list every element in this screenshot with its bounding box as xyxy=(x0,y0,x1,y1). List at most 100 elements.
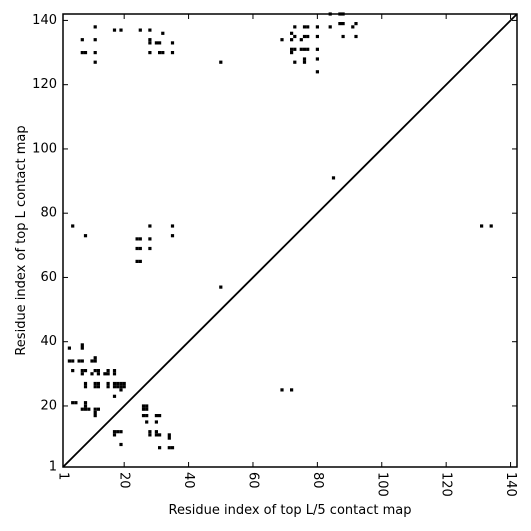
contact-point xyxy=(122,385,126,389)
contact-point xyxy=(293,25,297,29)
contact-point xyxy=(315,34,319,39)
contact-point xyxy=(315,70,319,74)
contact-point xyxy=(341,22,345,26)
contact-point xyxy=(290,388,294,392)
x-tick-label: 80 xyxy=(310,472,325,489)
diagonal-line xyxy=(62,13,518,468)
y-tick-label: 140 xyxy=(32,13,57,28)
contact-point xyxy=(80,51,84,55)
contact-point xyxy=(80,38,84,42)
contact-points xyxy=(67,12,493,450)
contact-point xyxy=(280,388,284,392)
contact-point xyxy=(106,372,110,376)
contact-point xyxy=(141,414,146,418)
contact-point xyxy=(154,414,158,418)
contact-point xyxy=(141,404,146,408)
contact-point xyxy=(170,224,175,228)
contact-point xyxy=(299,38,303,42)
contact-point xyxy=(148,38,152,42)
contact-point xyxy=(145,404,149,408)
contact-point xyxy=(112,385,117,389)
contact-point xyxy=(93,60,97,64)
contact-point xyxy=(158,414,162,418)
contact-point xyxy=(138,237,142,241)
contact-point xyxy=(135,246,139,251)
contact-point xyxy=(96,385,100,389)
contact-point xyxy=(170,51,175,55)
contact-point xyxy=(83,385,88,389)
x-tick-label: 100 xyxy=(374,472,389,497)
x-tick-label: 120 xyxy=(439,472,454,497)
contact-point xyxy=(351,25,355,29)
contact-point xyxy=(67,346,71,350)
contact-point xyxy=(67,359,71,363)
contact-point xyxy=(116,381,120,386)
contact-point xyxy=(122,381,126,386)
contact-point xyxy=(93,369,97,373)
contact-point xyxy=(74,401,78,405)
contact-point xyxy=(315,47,319,51)
contact-point xyxy=(219,285,223,289)
contact-point xyxy=(331,176,336,180)
contact-point xyxy=(112,381,117,386)
contact-point xyxy=(83,407,88,411)
contact-point xyxy=(106,385,110,389)
y-tick-label: 40 xyxy=(40,334,57,349)
contact-point xyxy=(290,38,294,42)
contact-point xyxy=(167,433,171,437)
contact-point xyxy=(161,51,165,55)
y-tick-label: 1 xyxy=(49,460,57,475)
contact-point xyxy=(154,430,158,434)
contact-point xyxy=(119,388,123,392)
contact-point xyxy=(302,57,307,61)
contact-point xyxy=(338,22,342,26)
contact-point xyxy=(148,430,152,434)
contact-point xyxy=(135,259,139,263)
contact-point xyxy=(106,369,110,373)
x-tick-label: 20 xyxy=(117,472,132,489)
contact-point xyxy=(71,401,75,405)
contact-point xyxy=(154,41,158,45)
contact-point xyxy=(119,442,123,447)
y-axis-label: Residue index of top L contact map xyxy=(14,125,29,355)
contact-point xyxy=(83,369,88,373)
contact-point xyxy=(158,446,162,450)
contact-point xyxy=(354,22,358,26)
contact-point xyxy=(302,60,307,64)
contact-point xyxy=(119,430,123,434)
contact-point xyxy=(154,420,158,424)
contact-point xyxy=(77,359,81,363)
contact-point xyxy=(154,433,158,437)
contact-point xyxy=(96,369,100,373)
x-tick-label: 1 xyxy=(56,472,71,480)
contact-point xyxy=(480,224,484,228)
contact-point xyxy=(87,407,91,411)
contact-point xyxy=(93,38,97,42)
contact-point xyxy=(106,381,110,386)
contact-point xyxy=(116,385,120,389)
contact-point xyxy=(112,372,117,376)
contact-point xyxy=(141,407,146,411)
contact-point xyxy=(148,246,152,251)
contact-point xyxy=(167,446,171,450)
contact-point xyxy=(290,47,294,51)
contact-point xyxy=(71,369,75,373)
contact-point xyxy=(148,41,152,45)
x-tick-label: 60 xyxy=(245,472,260,489)
contact-point xyxy=(90,359,94,363)
contact-point xyxy=(302,34,307,39)
contact-point xyxy=(83,381,88,386)
contact-point xyxy=(148,51,152,55)
contact-point xyxy=(138,28,142,32)
contact-point xyxy=(93,410,97,414)
contact-point xyxy=(138,259,142,263)
contact-point xyxy=(80,372,84,376)
plot-frame xyxy=(62,13,518,468)
contact-point xyxy=(83,401,88,405)
contact-point xyxy=(83,404,88,408)
contact-point xyxy=(93,414,97,418)
contact-point xyxy=(293,34,297,39)
contact-point xyxy=(148,224,152,228)
